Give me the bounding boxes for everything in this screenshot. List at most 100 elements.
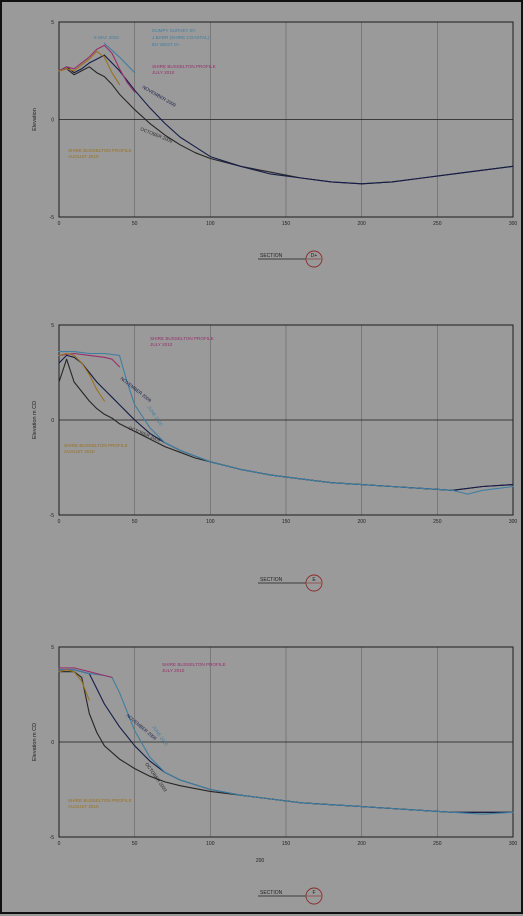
series-point [104, 353, 105, 354]
section-circle [305, 574, 323, 592]
series-point [331, 482, 332, 484]
series-point [81, 64, 83, 66]
series-point [88, 673, 90, 674]
series-point [66, 669, 67, 671]
annotation-label: JULY 2010 [150, 342, 173, 347]
annotation-label: EH WEST D+ [152, 42, 180, 47]
series-point [209, 158, 211, 159]
series-point [104, 45, 105, 46]
y-tick-label: 0 [51, 118, 54, 124]
series-point [73, 671, 75, 673]
series-point [482, 489, 484, 491]
series-point [88, 400, 90, 402]
series-point [88, 713, 90, 714]
series-line-5 [58, 669, 90, 701]
series-point [512, 486, 514, 487]
series-point [300, 177, 302, 179]
series-point [73, 353, 75, 354]
section-circle [305, 250, 323, 268]
series-point [179, 450, 181, 451]
series-point [58, 351, 60, 352]
series-point [88, 58, 90, 60]
series-point [58, 362, 60, 364]
series-point [73, 72, 75, 74]
series-point [179, 136, 181, 138]
plot-frame [58, 21, 514, 218]
series-point [119, 366, 120, 368]
series-point [104, 745, 105, 747]
series-point [104, 56, 105, 58]
series-point [452, 811, 453, 813]
series-point [58, 70, 60, 72]
series-point [73, 74, 75, 75]
annotation-label: AUGUST 2010 [68, 154, 99, 159]
x-tick-label: 250 [433, 841, 442, 847]
series-point [240, 469, 241, 470]
annotation-label: SHIRE BUSSELTON PROFILE [150, 336, 214, 341]
series-point [179, 779, 181, 781]
x-tick-label: 50 [132, 519, 138, 525]
series-point [164, 123, 166, 124]
series-point [149, 760, 151, 762]
series-point [421, 177, 423, 179]
series-point [240, 165, 241, 167]
series-point [134, 768, 136, 769]
series-point [209, 789, 211, 790]
series-point [104, 43, 105, 44]
series-point [421, 488, 423, 489]
series-point [482, 486, 484, 487]
series-point [81, 391, 83, 392]
series-point [58, 667, 60, 669]
series-point [88, 374, 90, 375]
series-point [73, 669, 75, 671]
series-point [391, 808, 393, 809]
y-tick-label: 5 [51, 645, 54, 651]
y-tick-label: -5 [50, 215, 55, 221]
series-point [88, 353, 90, 354]
series-point [209, 791, 211, 792]
series-point [482, 811, 484, 813]
series-point [134, 404, 136, 406]
series-point [119, 692, 120, 693]
series-point [149, 107, 151, 109]
y-axis-label: Elevation m CD [32, 723, 38, 761]
series-point [73, 70, 75, 72]
series-point [96, 50, 98, 52]
series-line-3 [58, 351, 514, 495]
series-point [66, 358, 67, 360]
y-axis-label: Elevation [32, 108, 38, 131]
series-point [149, 427, 151, 428]
annotation-label: DUMPY SURVEY BY [152, 28, 196, 33]
series-point [104, 400, 105, 402]
series-point [134, 109, 136, 111]
series-point [134, 745, 136, 747]
x-tick-label: 50 [132, 221, 138, 227]
annotation-label: SHIRE BUSSELTON PROFILE [68, 148, 132, 153]
x-tick-label: 300 [509, 841, 518, 847]
section-label: SECTION [260, 577, 283, 583]
series-point [119, 56, 120, 58]
series-point [104, 54, 105, 56]
x-tick-label: 100 [206, 519, 215, 525]
series-point [119, 84, 120, 85]
section-label: SECTION [260, 253, 283, 259]
series-point [512, 484, 514, 485]
y-tick-label: -5 [50, 835, 55, 841]
series-point [119, 404, 120, 406]
series-point [179, 451, 181, 453]
annotation-label: SHIRE BUSSELTON PROFILE [152, 64, 216, 69]
series-point [149, 123, 151, 124]
annotation-label: JUNE 2010 [146, 405, 164, 427]
series-point [119, 726, 120, 728]
series-line-3 [58, 44, 136, 93]
series-point [81, 68, 83, 70]
plot-frame [58, 646, 514, 838]
series-point [331, 804, 332, 806]
series-point [149, 438, 151, 440]
series-point [361, 806, 363, 807]
series-point [58, 381, 60, 383]
